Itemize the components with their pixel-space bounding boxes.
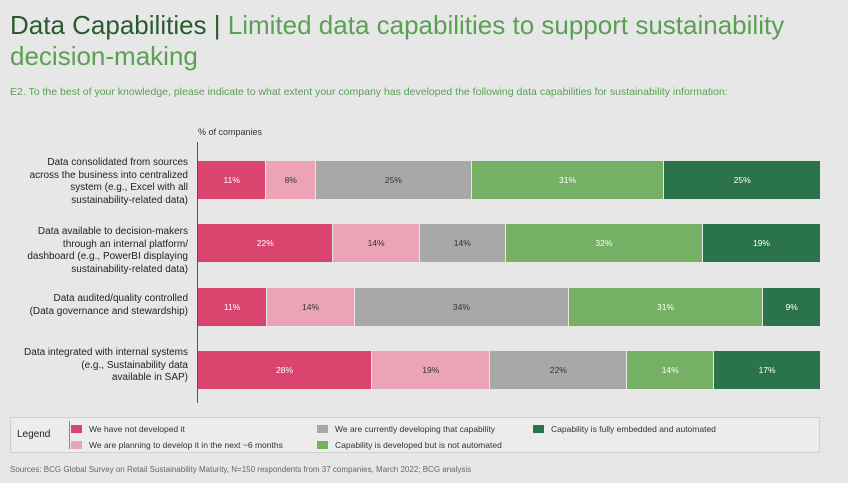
legend-label: We are planning to develop it in the nex… [89, 440, 283, 450]
bar-segment: 19% [702, 224, 820, 262]
bar-segment: 17% [714, 351, 820, 389]
legend-swatch [71, 425, 82, 433]
data-label: 14% [367, 238, 385, 248]
data-label: 11% [223, 302, 241, 312]
data-label: 25% [384, 175, 402, 185]
bar-segment: 11% [198, 161, 267, 199]
category-label: Data integrated with internal systems (e.… [10, 347, 188, 385]
bar-segment: 25% [316, 161, 472, 199]
category-label-line: sustainability-related data) [71, 263, 188, 275]
bar-segment: 31% [568, 288, 764, 326]
legend-label: We have not developed it [89, 424, 185, 434]
category-label-line: dashboard (e.g., PowerBI displaying [27, 251, 188, 262]
bar-row: 11% 14% 34% 31% 9% [198, 288, 820, 326]
bar-segment: 19% [372, 351, 491, 389]
data-label: 8% [284, 175, 297, 185]
data-label: 14% [661, 365, 679, 375]
category-label-line: through an internal platform/ [62, 238, 188, 250]
data-label: 31% [559, 175, 577, 185]
bar-segment: 14% [333, 224, 420, 262]
data-label: 28% [276, 365, 294, 375]
bar-segment: 9% [763, 288, 820, 326]
source-note: Sources: BCG Global Survey on Retail Sus… [10, 465, 472, 474]
bar-segment: 11% [198, 288, 268, 326]
category-label-line: Data available to decision-makers [37, 226, 188, 237]
data-label: 14% [302, 302, 320, 312]
bar-segment: 31% [471, 161, 665, 199]
data-label: 9% [785, 302, 798, 312]
legend-item: We have not developed it [71, 424, 185, 434]
category-label: Data available to decision-makers through… [10, 226, 188, 276]
category-label-line: Data integrated with internal systems [24, 347, 188, 358]
bar-segment: 28% [198, 351, 373, 389]
data-label: 22% [549, 365, 567, 375]
legend-item: Capability is fully embedded and automat… [533, 424, 716, 434]
category-label: Data audited/quality controlled (Data gov… [10, 293, 188, 318]
bar-segment: 14% [627, 351, 715, 389]
category-label-line: across the business into centralized [29, 169, 188, 181]
data-label: 11% [223, 175, 240, 185]
data-label: 17% [758, 365, 776, 375]
data-label: 22% [256, 238, 274, 248]
chart-axis-line [197, 142, 198, 403]
title-subtitle: Limited data capabilities to support sus… [10, 10, 785, 71]
bar-segment: 22% [490, 351, 628, 389]
category-label-line: Data consolidated from sources [47, 157, 188, 168]
survey-question: E2. To the best of your knowledge, pleas… [10, 86, 728, 98]
chart-unit-label: % of companies [198, 127, 263, 137]
legend-label: Capability is fully embedded and automat… [551, 424, 716, 434]
legend-title: Legend [17, 429, 51, 440]
page-title: Data Capabilities | Limited data capabil… [10, 10, 840, 72]
legend-divider [69, 421, 70, 449]
legend-item: Capability is developed but is not autom… [317, 440, 502, 450]
data-label: 14% [453, 238, 471, 248]
bar-segment: 34% [355, 288, 569, 326]
data-label: 32% [595, 238, 613, 248]
bar-segment: 8% [266, 161, 317, 199]
category-label-line: sustainability-related data) [71, 194, 188, 206]
category-label: Data consolidated from sources across the… [10, 157, 188, 207]
category-label-line: (Data governance and stewardship) [29, 305, 188, 317]
bar-row: 28% 19% 22% 14% 17% [198, 351, 820, 389]
legend-item: We are planning to develop it in the nex… [71, 440, 283, 450]
bar-segment: 14% [419, 224, 506, 262]
bar-segment: 32% [505, 224, 703, 262]
legend-swatch [71, 441, 82, 449]
legend-item: We are currently developing that capabil… [317, 424, 495, 434]
legend-label: Capability is developed but is not autom… [335, 440, 502, 450]
bar-segment: 14% [267, 288, 356, 326]
bar-segment: 25% [664, 161, 820, 199]
category-label-line: (e.g., Sustainability data [81, 359, 188, 371]
data-label: 19% [422, 365, 440, 375]
bar-row: 22% 14% 14% 32% 19% [198, 224, 820, 262]
category-label-line: Data audited/quality controlled [53, 293, 188, 304]
category-label-line: system (e.g., Excel with all [70, 182, 188, 193]
legend: Legend We have not developed it We are pl… [10, 417, 820, 453]
legend-swatch [317, 425, 328, 433]
title-separator: | [206, 10, 228, 40]
data-label: 19% [752, 238, 770, 248]
legend-swatch [317, 441, 328, 449]
bar-segment: 22% [198, 224, 334, 262]
data-label: 31% [657, 302, 675, 312]
legend-label: We are currently developing that capabil… [335, 424, 496, 434]
data-label: 25% [733, 175, 751, 185]
bar-row: 11% 8% 25% 31% 25% [198, 161, 820, 199]
data-label: 34% [452, 302, 470, 312]
title-main: Data Capabilities [10, 10, 207, 40]
category-label-line: available in SAP) [111, 372, 188, 383]
legend-swatch [533, 425, 544, 433]
